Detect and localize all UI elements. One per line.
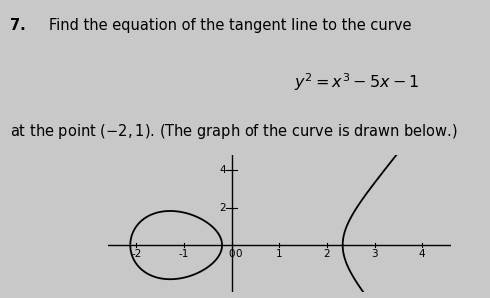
Text: at the point $(-2,1)$. (The graph of the curve is drawn below.): at the point $(-2,1)$. (The graph of the… [10, 122, 458, 141]
Text: -1: -1 [179, 249, 189, 259]
Text: 7.: 7. [10, 18, 25, 33]
Text: 3: 3 [371, 249, 378, 259]
Text: 2: 2 [220, 203, 226, 212]
Text: 4: 4 [220, 165, 226, 175]
Text: $y^2 = x^3 - 5x - 1$: $y^2 = x^3 - 5x - 1$ [294, 72, 419, 93]
Text: 4: 4 [419, 249, 425, 259]
Text: -2: -2 [131, 249, 142, 259]
Text: 0: 0 [228, 249, 235, 259]
Text: Find the equation of the tangent line to the curve: Find the equation of the tangent line to… [49, 18, 412, 33]
Text: 0: 0 [236, 249, 242, 259]
Text: 2: 2 [323, 249, 330, 259]
Text: 1: 1 [276, 249, 283, 259]
